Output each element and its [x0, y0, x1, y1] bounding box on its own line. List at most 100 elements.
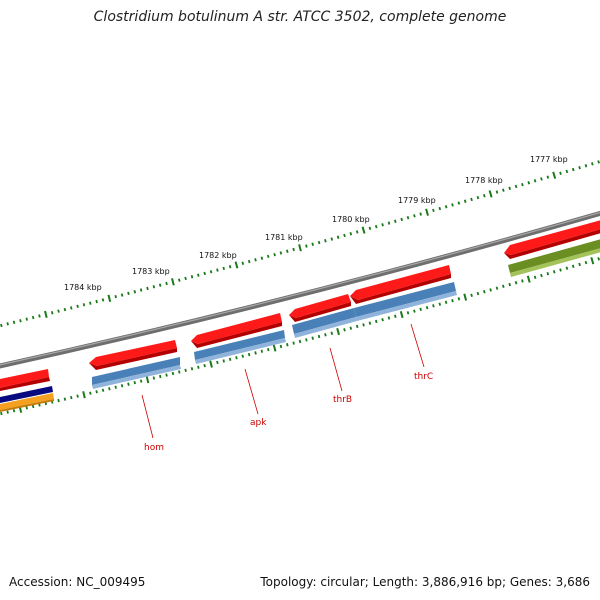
inner-scale-minor-tick: [432, 304, 435, 308]
inner-scale-minor-tick: [387, 316, 391, 320]
inner-scale-minor-tick: [349, 326, 353, 330]
outer-scale-minor-tick: [330, 237, 334, 241]
inner-scale-minor-tick: [171, 371, 175, 376]
scale-label-1783: 1783 kbp: [132, 267, 170, 276]
gene-feature-thrb[interactable]: [292, 308, 357, 338]
gene-feature-apk[interactable]: [194, 330, 286, 364]
outer-scale-minor-tick: [324, 239, 327, 243]
outer-scale-minor-tick: [139, 288, 143, 292]
outer-scale-minor-tick: [508, 186, 511, 191]
inner-scale-major-tick: [463, 293, 468, 301]
cds-feature-thrc[interactable]: [350, 265, 451, 304]
outer-scale-minor-tick: [438, 206, 442, 211]
genome-backbone-highlight: [0, 211, 600, 366]
inner-scale-minor-tick: [330, 331, 334, 335]
outer-scale-minor-tick: [355, 230, 359, 234]
inner-scale-minor-tick: [375, 319, 378, 324]
inner-scale-minor-tick: [546, 271, 550, 276]
inner-scale-minor-tick: [533, 275, 537, 280]
inner-scale-minor-tick: [438, 302, 442, 306]
inner-scale-minor-tick: [25, 406, 28, 410]
inner-scale-minor-tick: [127, 382, 130, 386]
inner-scale-minor-tick: [324, 333, 327, 337]
cds-feature-thrb[interactable]: [289, 294, 351, 322]
outer-scale-minor-tick: [228, 264, 232, 269]
outer-scale-minor-tick: [597, 160, 600, 164]
thrc-leader-line: [410, 323, 425, 368]
navy-feature[interactable]: [0, 386, 53, 404]
cds-feature-apk[interactable]: [191, 313, 282, 348]
outer-scale-minor-tick: [178, 278, 181, 282]
outer-scale-major-tick: [298, 244, 302, 252]
inner-scale-minor-tick: [502, 284, 505, 289]
map-title: Clostridium botulinum A str. ATCC 3502, …: [93, 9, 507, 25]
outer-scale-minor-tick: [584, 164, 588, 168]
cds-feature-right-edge[interactable]: [504, 219, 600, 259]
inner-scale-minor-tick: [305, 338, 308, 342]
scale-label-1784: 1784 kbp: [64, 283, 102, 292]
outer-scale-minor-tick: [432, 208, 435, 213]
inner-scale-minor-tick: [235, 356, 238, 360]
outer-scale-minor-tick: [70, 306, 73, 310]
inner-scale-minor-tick: [241, 354, 245, 358]
outer-scale-minor-tick: [394, 219, 397, 223]
outer-scale-minor-tick: [0, 323, 3, 328]
outer-scale-minor-tick: [133, 290, 137, 294]
scale-label-1780: 1780 kbp: [332, 215, 370, 224]
gene-label-hom: hom: [144, 443, 164, 453]
inner-scale-minor-tick: [521, 279, 524, 283]
inner-scale-minor-tick: [559, 268, 562, 272]
gene-feature-thrc[interactable]: [354, 282, 457, 321]
inner-scale-minor-tick: [267, 347, 270, 352]
inner-scale-minor-tick: [565, 266, 569, 270]
inner-scale-minor-tick: [216, 360, 219, 365]
outer-scale-major-tick: [425, 208, 429, 216]
outer-scale-major-tick: [234, 261, 239, 269]
outer-scale-minor-tick: [419, 212, 422, 216]
inner-scale-minor-tick: [247, 352, 251, 357]
outer-scale-minor-tick: [533, 179, 537, 183]
outer-scale-minor-tick: [527, 181, 531, 185]
outer-scale-minor-tick: [292, 247, 295, 252]
inner-scale-minor-tick: [197, 365, 200, 369]
inner-scale-minor-tick: [101, 388, 105, 392]
inner-scale-major-tick: [399, 310, 404, 319]
outer-scale-minor-tick: [76, 304, 79, 309]
outer-scale-minor-tick: [216, 268, 219, 272]
outer-scale-minor-tick: [120, 293, 124, 297]
inner-scale-major-tick: [209, 360, 213, 368]
gene-feature-hom[interactable]: [92, 357, 181, 389]
inner-scale-minor-tick: [222, 359, 225, 363]
accession-text: Accession: NC_009495: [9, 575, 146, 589]
outer-scale-major-tick: [488, 190, 493, 198]
inner-scale-minor-tick: [76, 394, 79, 398]
cds-feature-left-edge[interactable]: [0, 369, 50, 392]
outer-scale-minor-tick: [165, 281, 168, 286]
inner-scale-minor-tick: [152, 376, 156, 380]
inner-scale-minor-tick: [31, 404, 35, 409]
inner-scale-minor-tick: [470, 293, 473, 298]
scale-label-1782: 1782 kbp: [199, 251, 237, 260]
scale-label-1781: 1781 kbp: [265, 233, 303, 242]
outer-scale-minor-tick: [514, 184, 518, 189]
inner-scale-minor-tick: [540, 273, 543, 278]
cds-feature-hom[interactable]: [89, 340, 177, 370]
inner-scale-minor-tick: [12, 409, 16, 413]
inner-scale-minor-tick: [70, 395, 73, 400]
rrna-feature[interactable]: [508, 238, 600, 277]
inner-scale-minor-tick: [165, 373, 168, 377]
outer-scale-minor-tick: [540, 177, 543, 181]
inner-scale-minor-tick: [114, 385, 117, 389]
scale-label-1777: 1777 kbp: [530, 155, 568, 164]
genome-backbone: [0, 210, 600, 369]
outer-scale-minor-tick: [457, 201, 461, 205]
outer-scale-minor-tick: [400, 217, 403, 222]
orange-feature[interactable]: [0, 393, 54, 413]
inner-scale-minor-tick: [381, 318, 384, 322]
inner-scale-minor-tick: [362, 323, 365, 327]
inner-scale-minor-tick: [317, 334, 321, 339]
outer-scale-minor-tick: [470, 197, 473, 202]
inner-scale-minor-tick: [279, 344, 283, 349]
hom-leader-line: [141, 394, 154, 439]
